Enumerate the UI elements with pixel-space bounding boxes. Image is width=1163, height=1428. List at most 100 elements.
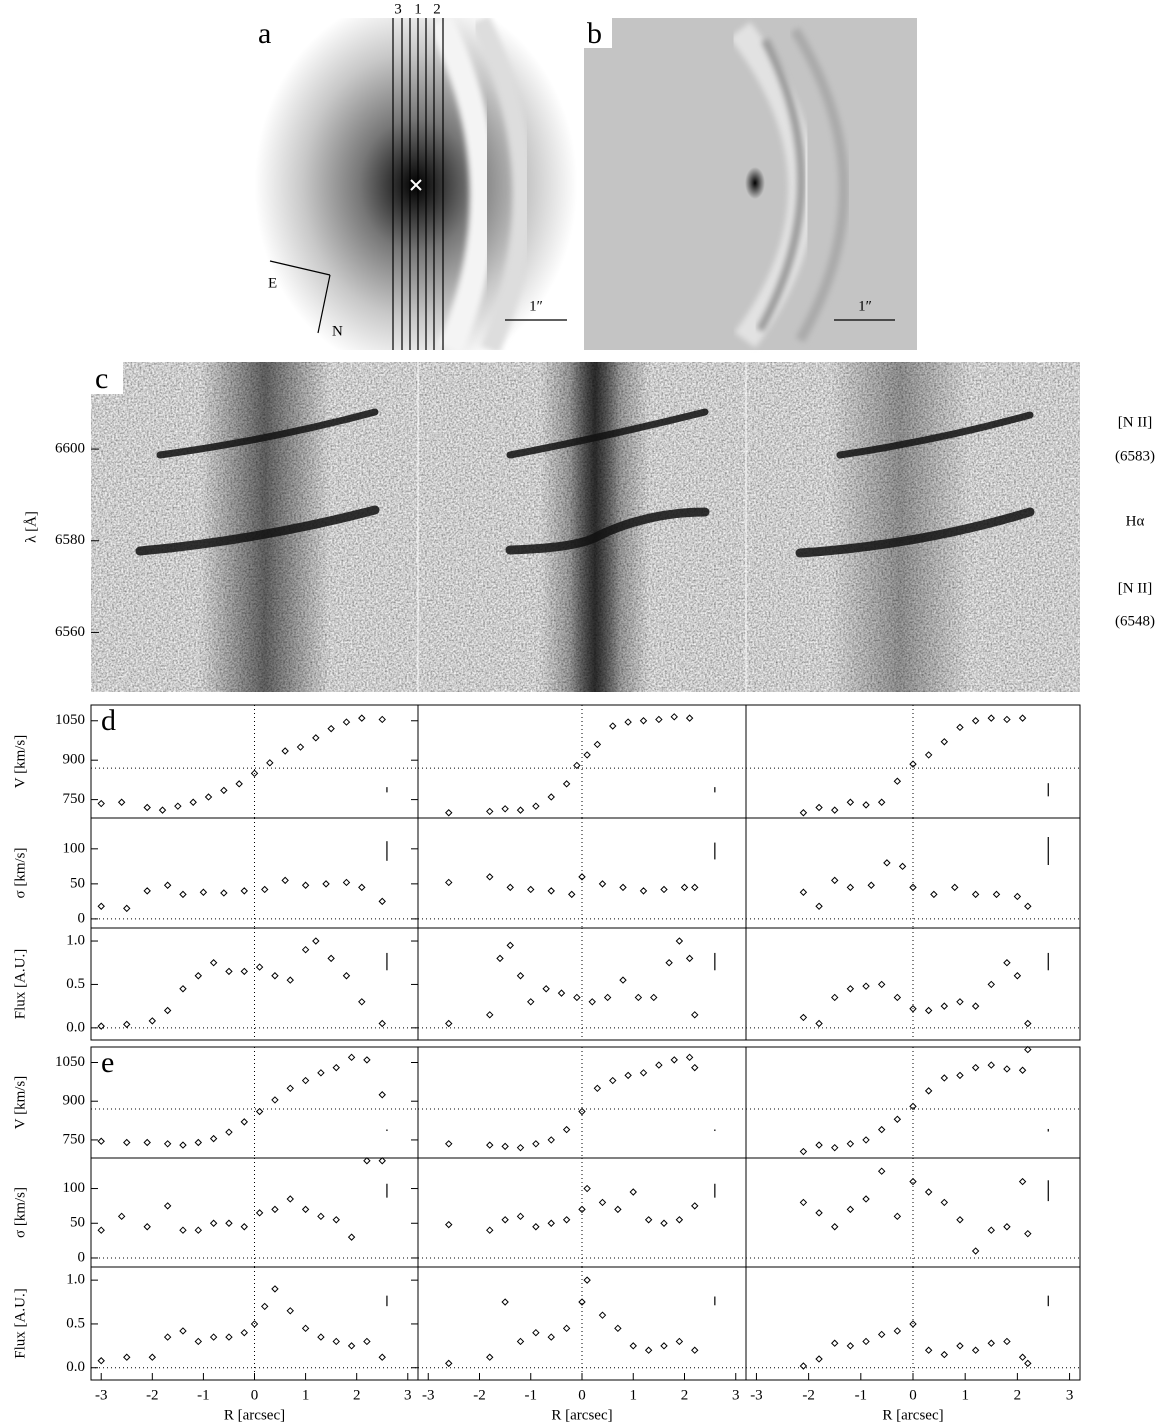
data-point [562, 1125, 571, 1134]
data-point [655, 1061, 663, 1069]
data-point [240, 1328, 248, 1337]
data-point [347, 1233, 356, 1241]
data-point [956, 1342, 964, 1350]
compass-label: N [332, 323, 343, 339]
data-point [547, 793, 555, 801]
x-tick-label: 0 [909, 1387, 917, 1403]
data-point [240, 1118, 248, 1126]
data-point [578, 873, 586, 881]
data-point [501, 805, 509, 813]
data-point [286, 976, 294, 984]
y-tick-label: 900 [63, 1093, 86, 1109]
data-point [271, 1096, 279, 1104]
y-tick-label: 100 [63, 840, 86, 856]
data-point [266, 759, 274, 767]
data-point [547, 1333, 555, 1341]
data-point [685, 714, 694, 722]
data-point [557, 989, 566, 997]
data-point [317, 1212, 325, 1221]
data-point [97, 1357, 105, 1365]
data-point [956, 723, 964, 732]
data-point [609, 1076, 617, 1085]
panel-label: d [101, 704, 116, 737]
data-point [603, 993, 612, 1002]
data-point [862, 1337, 870, 1346]
data-point [261, 1302, 269, 1311]
data-point [123, 1020, 131, 1029]
data-point [532, 1328, 540, 1337]
data-point [691, 1202, 699, 1210]
data-point [209, 1134, 218, 1143]
data-point [542, 985, 550, 993]
y-tick-label: 1050 [55, 712, 85, 728]
data-point [831, 1143, 839, 1152]
y-axis-label: V [km/s] [12, 735, 28, 788]
data-point [940, 1350, 949, 1359]
y-axis-label: λ [Å] [23, 511, 39, 543]
data-point [609, 722, 617, 730]
data-point [665, 959, 673, 967]
data-point [639, 717, 648, 725]
y-tick-label: 6600 [55, 441, 85, 457]
data-point [624, 718, 632, 726]
y-tick-label: 900 [63, 752, 86, 768]
data-point [909, 1005, 917, 1013]
data-point [799, 809, 808, 817]
data-point [660, 1342, 668, 1350]
data-point [358, 998, 366, 1006]
data-point [815, 1141, 823, 1149]
x-tick-label: 1 [302, 1387, 310, 1403]
data-point [378, 715, 386, 724]
x-tick-label: 3 [732, 1387, 740, 1403]
line-label: (6548) [1115, 613, 1155, 629]
data-point [532, 1140, 540, 1148]
data-point [97, 799, 105, 808]
data-point [255, 1209, 264, 1217]
data-point [123, 904, 131, 913]
data-point [846, 1140, 855, 1148]
data-point [562, 1216, 571, 1224]
line-label: (6583) [1115, 448, 1155, 464]
data-point [846, 1205, 855, 1214]
data-point [909, 1320, 917, 1328]
data-point [956, 998, 964, 1006]
data-point [583, 1184, 591, 1193]
data-point [675, 1216, 684, 1224]
data-point [281, 876, 289, 885]
data-point [486, 1141, 494, 1149]
data-point [1024, 1045, 1032, 1054]
data-point [898, 862, 907, 871]
data-point [909, 883, 917, 892]
data-point [1024, 1229, 1032, 1238]
data-point [179, 1226, 187, 1234]
data-point [1024, 1359, 1032, 1368]
data-point [987, 1061, 995, 1069]
data-point [940, 738, 949, 746]
data-point [250, 769, 259, 778]
data-point [143, 1138, 151, 1147]
data-point [332, 1063, 340, 1072]
data-point [650, 993, 658, 1002]
data-point [516, 972, 525, 980]
data-point [143, 803, 151, 812]
data-point [547, 887, 555, 895]
data-point [956, 1071, 964, 1080]
data-point [358, 883, 366, 892]
data-point [893, 1115, 902, 1123]
data-point [174, 802, 182, 810]
data-point [691, 1011, 699, 1019]
data-point [583, 751, 591, 759]
x-tick-label: 1 [961, 1387, 969, 1403]
x-tick-label: 3 [404, 1387, 412, 1403]
data-point [501, 1216, 509, 1224]
data-point [971, 1247, 980, 1255]
data-point [199, 888, 208, 896]
data-point [317, 1333, 325, 1341]
data-point [799, 1362, 808, 1370]
panel-label: e [101, 1046, 114, 1079]
y-tick-label: 100 [63, 1180, 86, 1196]
data-point [225, 1333, 233, 1341]
data-point [924, 751, 933, 759]
x-tick-label: -2 [146, 1387, 159, 1403]
data-point [1013, 892, 1022, 901]
